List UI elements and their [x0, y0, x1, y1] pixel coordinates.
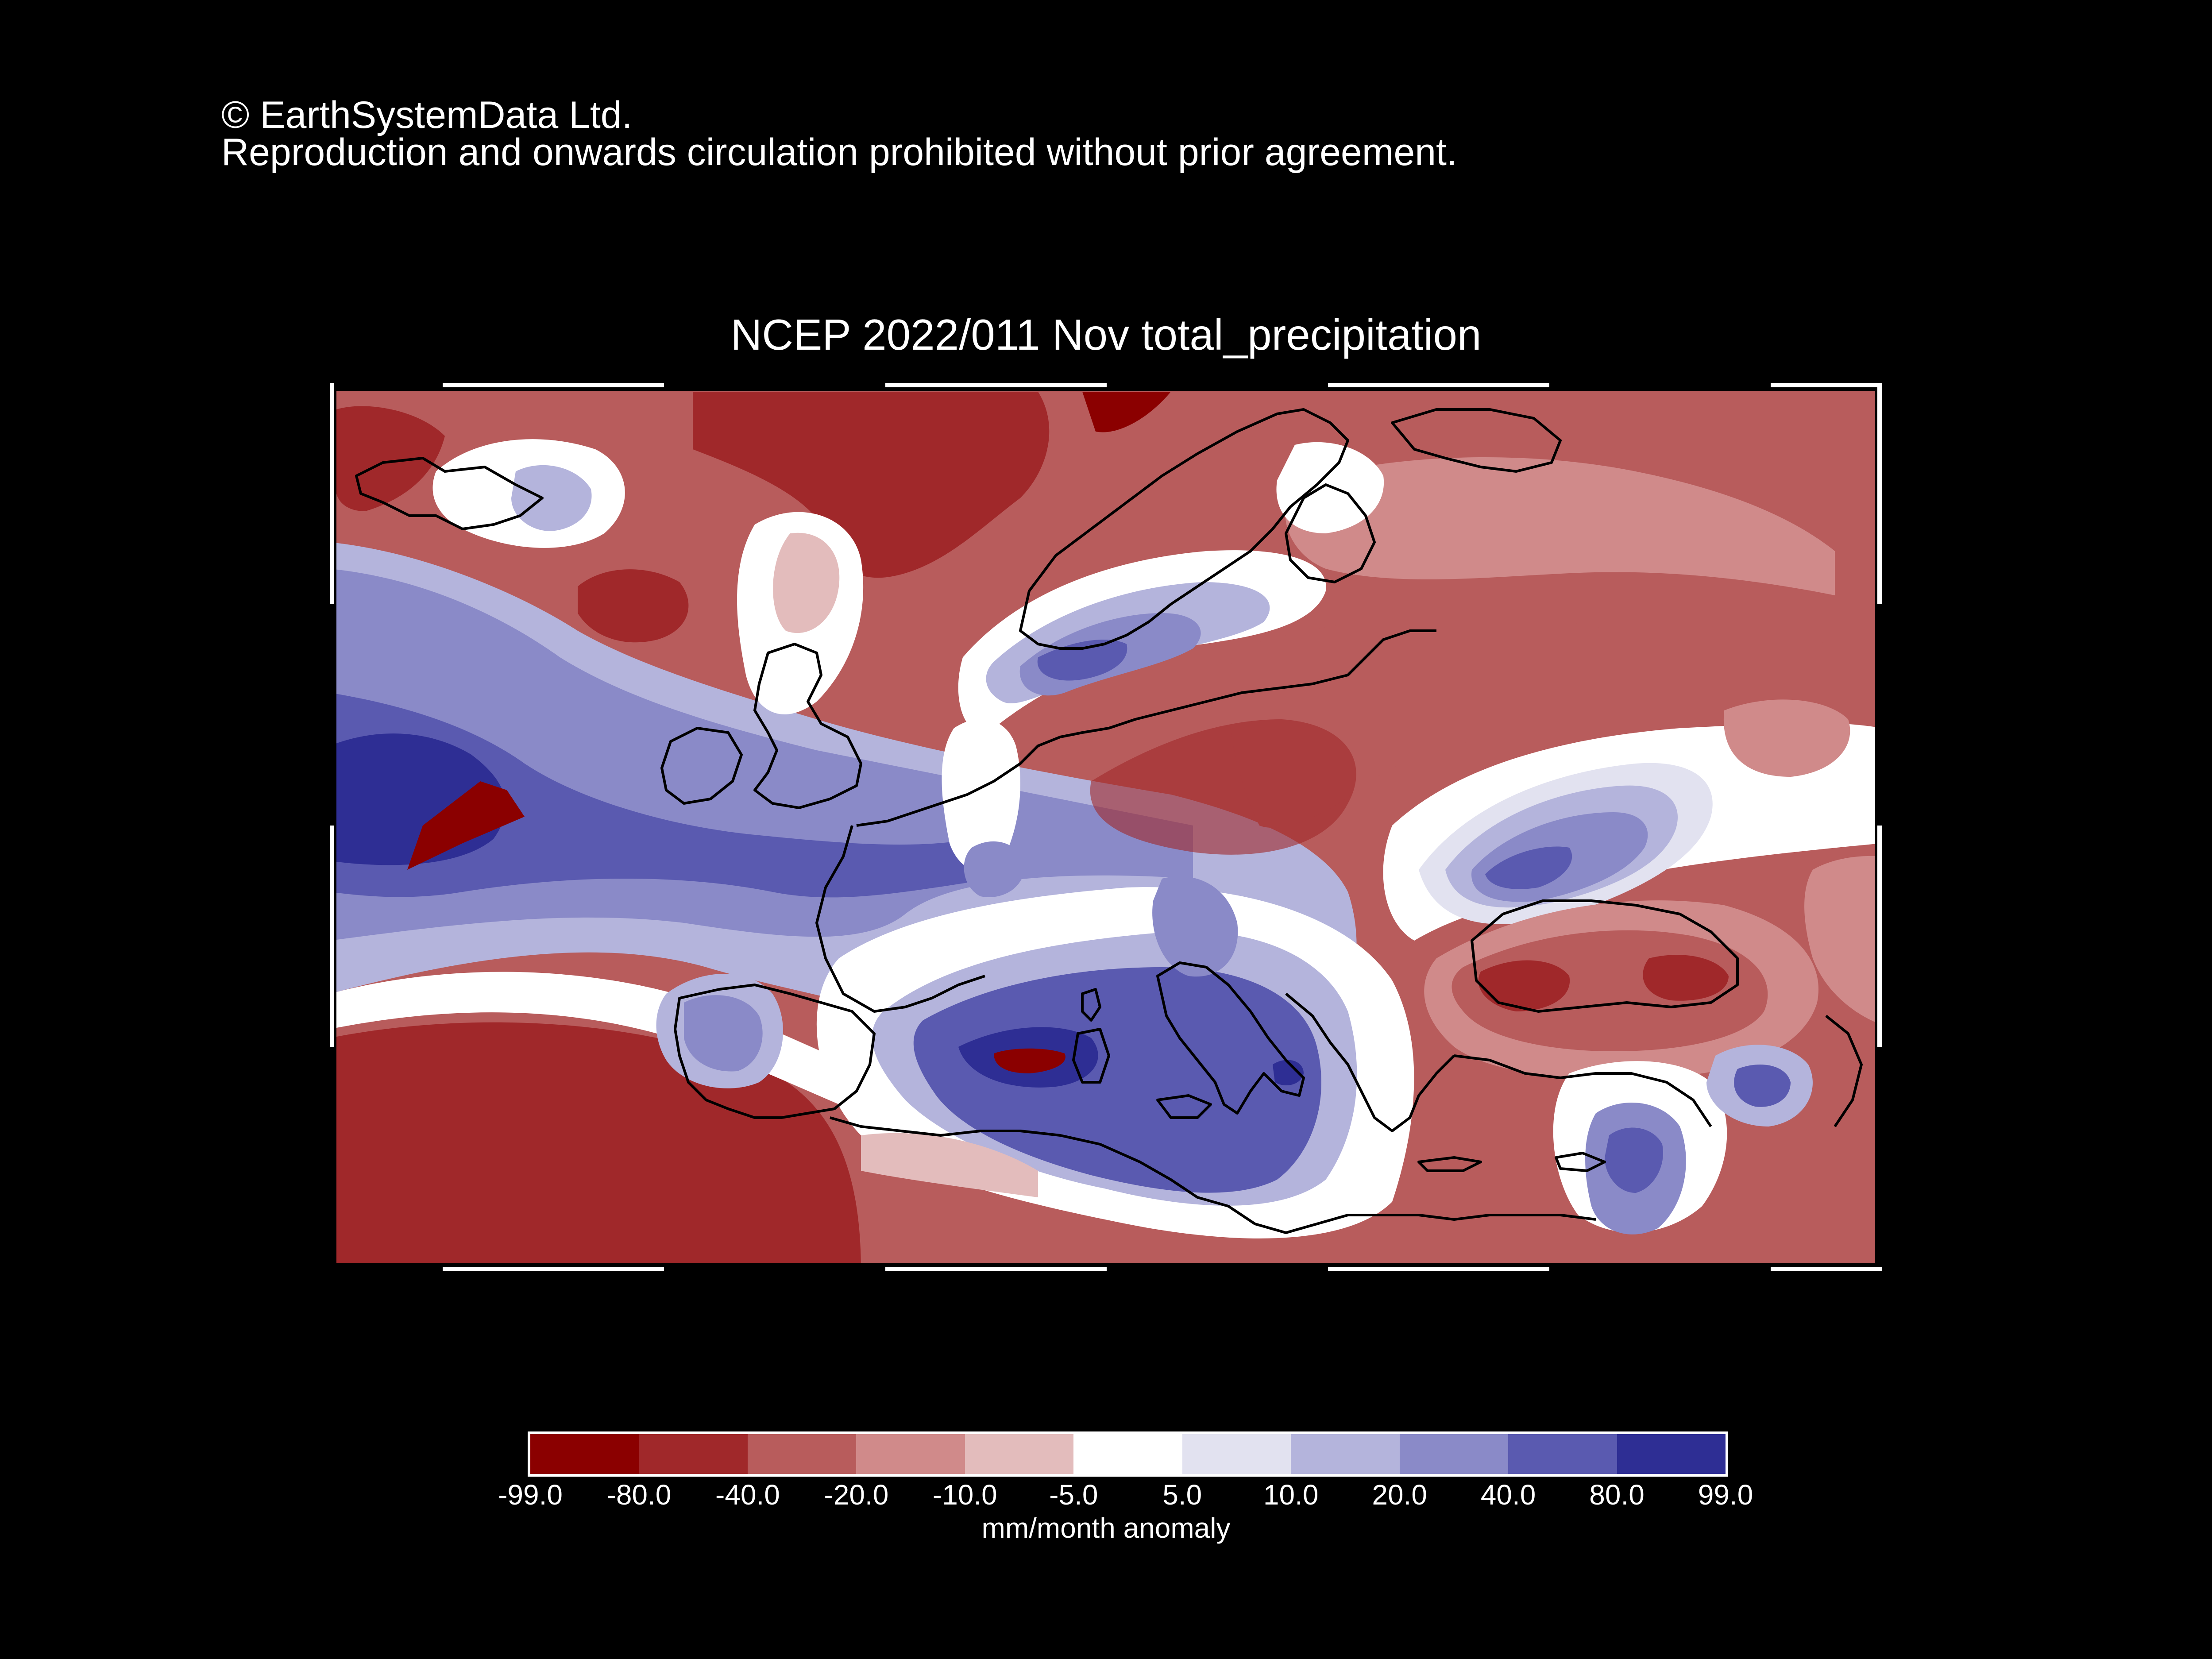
anomaly-region-sardinia-dry — [994, 1048, 1065, 1073]
legend-tick-label: 20.0 — [1372, 1479, 1427, 1511]
legend-tick-label: 40.0 — [1480, 1479, 1536, 1511]
coastline-great-britain — [753, 643, 862, 809]
anomaly-region-med-wet — [913, 967, 1321, 1193]
anomaly-region-atlantic-dry-spot — [407, 781, 525, 870]
precipitation-anomaly-map — [330, 383, 1882, 1271]
coastline-ireland — [660, 727, 743, 805]
legend-swatch — [1291, 1434, 1400, 1474]
anomaly-region-east-edge-light-dry — [1804, 856, 1875, 1022]
coastline-kola-peninsula — [1391, 408, 1562, 473]
legend-swatch — [639, 1434, 748, 1474]
anomaly-region-iberia-wet — [684, 995, 763, 1072]
coastline-italy — [1156, 961, 1305, 1115]
coastline-north-africa — [830, 1116, 1596, 1234]
anomaly-region-caspian-dry-light — [1723, 699, 1850, 777]
legend-swatch — [1617, 1434, 1726, 1474]
legend-tick-label: -80.0 — [606, 1479, 672, 1511]
anomaly-region-iceland-wet — [511, 465, 592, 531]
legend-tick-label: 80.0 — [1589, 1479, 1645, 1511]
copyright-line-2: Reproduction and onwards circulation pro… — [221, 131, 1457, 174]
legend-tick-label: -40.0 — [715, 1479, 780, 1511]
legend-swatch — [1182, 1434, 1291, 1474]
legend-swatch — [530, 1434, 639, 1474]
legend-tick-label: -5.0 — [1049, 1479, 1098, 1511]
legend-swatch — [747, 1434, 857, 1474]
anomaly-region-adriatic-very-wet — [1273, 1060, 1304, 1086]
legend-swatch — [1073, 1434, 1182, 1474]
coastline-cyprus — [1555, 1152, 1606, 1172]
copyright-notice: © EarthSystemData Ltd. Reproduction and … — [221, 96, 1457, 171]
coastline-sicily — [1156, 1094, 1212, 1119]
coastline-sardinia — [1072, 1028, 1110, 1084]
legend-units: mm/month anomaly — [981, 1512, 1231, 1544]
coastline-iberia — [674, 984, 876, 1119]
legend-swatch — [1399, 1434, 1509, 1474]
anomaly-region-caspian-wet — [1734, 1065, 1791, 1107]
map-border-ticks — [330, 383, 1882, 1271]
legend-tick-label: 99.0 — [1698, 1479, 1753, 1511]
anomaly-region-levant-wet — [1605, 1127, 1663, 1193]
coastline-black-sea — [1471, 899, 1739, 1013]
legend-swatch — [856, 1434, 965, 1474]
coastline-caspian — [1825, 1015, 1863, 1127]
coastline-balkans — [1285, 992, 1455, 1132]
anomaly-region-turkey-very-dry-west — [1478, 960, 1570, 1011]
anomaly-region-italy-wet-light — [1152, 876, 1238, 977]
map-title: NCEP 2022/011 Nov total_precipitation — [730, 310, 1482, 359]
anomaly-region-north-africa-light-dry — [861, 1133, 1038, 1197]
anomaly-region-atlantic-wet-inner — [336, 694, 994, 898]
legend-tick-labels: -99.0 -80.0 -40.0 -20.0 -10.0 -5.0 5.0 10.0 20.0… — [0, 1478, 2212, 1514]
legend-tick-label: -20.0 — [824, 1479, 889, 1511]
coastline-france — [815, 825, 985, 1013]
coastline-scandinavia — [1019, 408, 1349, 650]
coastline-turkey-south — [1454, 1054, 1712, 1127]
anomaly-region-turkey-very-dry-east — [1643, 955, 1729, 1001]
coastline-finland — [1285, 483, 1376, 583]
anomaly-region-norwegian-sea-dry — [693, 392, 1050, 578]
coastline-iceland — [355, 457, 544, 530]
anomaly-region-norwegian-sea-very-dry — [1082, 392, 1171, 432]
copyright-line-1: © EarthSystemData Ltd. — [221, 94, 633, 136]
anomaly-region-iceland-dry — [336, 406, 445, 511]
legend-swatch — [965, 1434, 1074, 1474]
coastlines — [355, 408, 1863, 1234]
anomaly-region-alps-white — [942, 719, 1020, 872]
legend-swatch — [1508, 1434, 1617, 1474]
coastline-north-europe — [856, 629, 1436, 827]
anomaly-region-uk-light-dry — [773, 532, 840, 633]
anomaly-region-east-europe-light-dry — [1285, 457, 1835, 595]
legend-tick-label: 5.0 — [1162, 1479, 1202, 1511]
legend-tick-label: 10.0 — [1263, 1479, 1319, 1511]
anomaly-region-alps-wet — [964, 841, 1025, 897]
anomaly-region-white-band — [336, 972, 927, 1135]
legend-colorbar — [528, 1431, 1728, 1477]
anomaly-region-ukraine-wet-inner — [1485, 846, 1572, 889]
anomaly-region-north-sea-dry — [578, 569, 689, 643]
legend-tick-label: -99.0 — [498, 1479, 563, 1511]
coastline-corsica — [1081, 988, 1101, 1022]
anomaly-region-east-europe-dry — [1228, 615, 1875, 828]
map-canvas — [336, 391, 1875, 1263]
anomaly-region-central-europe-dry — [1090, 719, 1356, 855]
anomaly-region-skagerrak-wet — [1037, 640, 1127, 681]
coastline-crete — [1417, 1156, 1482, 1172]
legend-tick-label: -10.0 — [932, 1479, 997, 1511]
